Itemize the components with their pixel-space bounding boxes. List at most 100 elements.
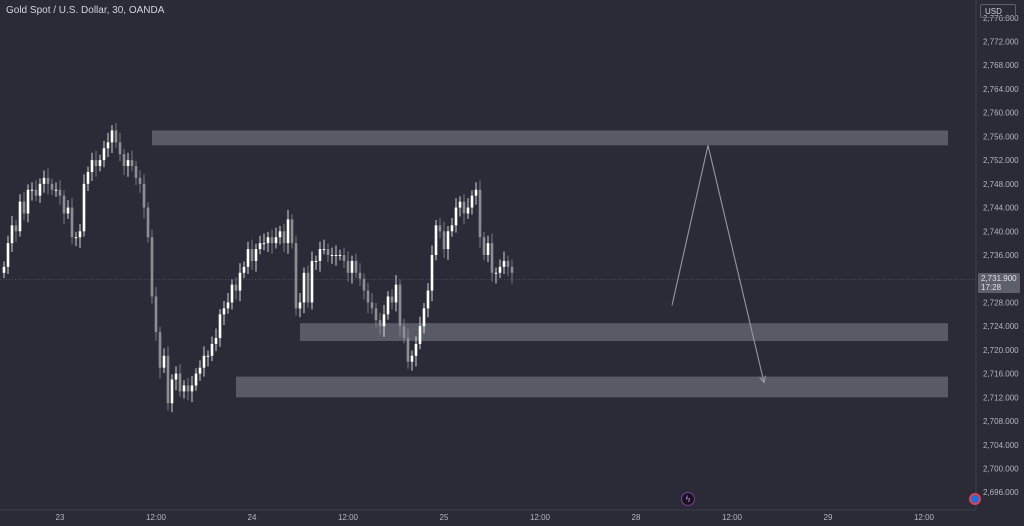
price-tick-label: 2,744.000 bbox=[983, 204, 1019, 213]
price-tick-label: 2,752.000 bbox=[983, 156, 1019, 165]
candle bbox=[322, 249, 326, 251]
candle bbox=[150, 237, 154, 297]
candle bbox=[258, 243, 262, 250]
candle bbox=[74, 237, 78, 239]
currency-button[interactable]: USD bbox=[980, 4, 1016, 18]
candle bbox=[110, 130, 114, 143]
candle bbox=[318, 249, 322, 261]
candle bbox=[302, 272, 306, 303]
candle bbox=[486, 243, 490, 255]
price-tick-label: 2,712.000 bbox=[983, 393, 1019, 402]
time-tick-label: 12:00 bbox=[914, 513, 935, 522]
candle bbox=[394, 284, 398, 303]
price-tick-label: 2,736.000 bbox=[983, 251, 1019, 260]
candle bbox=[222, 308, 226, 315]
candle bbox=[18, 201, 22, 232]
price-axis[interactable]: 2,776.000 2,772.000 2,768.000 2,764.000 2,76… bbox=[983, 14, 1019, 497]
candle bbox=[214, 338, 218, 344]
candle bbox=[506, 260, 510, 267]
candle bbox=[354, 260, 358, 273]
candle bbox=[158, 332, 162, 368]
tradingview-logo-icon[interactable] bbox=[969, 493, 981, 505]
candle bbox=[250, 249, 254, 261]
candle bbox=[438, 225, 442, 232]
candle bbox=[2, 266, 6, 273]
price-tick-label: 2,708.000 bbox=[983, 417, 1019, 426]
zone-1[interactable] bbox=[152, 130, 948, 146]
candle bbox=[494, 272, 498, 274]
candle bbox=[182, 385, 186, 392]
candle bbox=[474, 189, 478, 196]
candle bbox=[38, 183, 42, 196]
zone-3[interactable] bbox=[236, 376, 948, 398]
candle bbox=[154, 296, 158, 333]
candle bbox=[378, 320, 382, 327]
candle bbox=[402, 326, 406, 339]
zone-2[interactable] bbox=[300, 323, 948, 341]
time-tick-label: 12:00 bbox=[146, 513, 167, 522]
candle bbox=[426, 290, 430, 309]
current-price-value: 2,731.900 bbox=[981, 274, 1017, 283]
candle bbox=[286, 219, 290, 244]
time-tick-label: 12:00 bbox=[722, 513, 743, 522]
candle bbox=[34, 189, 38, 196]
candle bbox=[274, 237, 278, 244]
candle bbox=[418, 326, 422, 344]
candle bbox=[334, 255, 338, 256]
time-tick-label: 28 bbox=[632, 513, 641, 522]
symbol-title[interactable]: Gold Spot / U.S. Dollar, 30, OANDA bbox=[6, 5, 165, 16]
candle bbox=[462, 201, 466, 214]
candle bbox=[346, 260, 350, 273]
candle bbox=[194, 373, 198, 386]
candle bbox=[218, 314, 222, 339]
candle bbox=[174, 373, 178, 380]
candle bbox=[290, 219, 294, 244]
candle bbox=[442, 231, 446, 250]
projection-arrowhead bbox=[759, 375, 767, 384]
candle bbox=[58, 189, 62, 196]
price-tick-label: 2,768.000 bbox=[983, 61, 1019, 70]
candle bbox=[338, 255, 342, 256]
candle bbox=[282, 231, 286, 244]
candle bbox=[206, 355, 210, 357]
candle bbox=[406, 338, 410, 362]
candle bbox=[106, 142, 110, 149]
candle bbox=[62, 195, 66, 214]
lightning-icon[interactable]: ϟ bbox=[681, 492, 695, 506]
bar-countdown: 17:28 bbox=[981, 283, 1002, 292]
candle bbox=[454, 207, 458, 226]
candle bbox=[414, 343, 418, 356]
candle bbox=[202, 355, 206, 368]
candle bbox=[314, 260, 318, 262]
candle bbox=[170, 379, 174, 404]
candle bbox=[294, 243, 298, 309]
candle bbox=[30, 189, 34, 191]
candle bbox=[54, 189, 58, 191]
candle bbox=[306, 272, 310, 303]
candle bbox=[78, 231, 82, 238]
candle bbox=[230, 284, 234, 303]
candle bbox=[26, 189, 30, 214]
candle bbox=[278, 231, 282, 238]
candle bbox=[386, 296, 390, 315]
candle bbox=[226, 302, 230, 309]
candle bbox=[50, 183, 54, 190]
candle bbox=[342, 255, 346, 261]
time-axis[interactable]: 23 12:00 24 12:00 25 12:00 28 12:00 29 12:00 bbox=[56, 513, 935, 522]
time-tick-label: 25 bbox=[440, 513, 449, 522]
time-tick-label: 23 bbox=[56, 513, 65, 522]
candle bbox=[14, 225, 18, 232]
candle bbox=[374, 308, 378, 321]
price-tick-label: 2,772.000 bbox=[983, 38, 1019, 47]
price-tick-label: 2,704.000 bbox=[983, 441, 1019, 450]
projection-path[interactable] bbox=[671, 145, 765, 383]
candle bbox=[86, 171, 90, 184]
price-tick-label: 2,724.000 bbox=[983, 322, 1019, 331]
candle bbox=[478, 189, 482, 238]
candles-layer bbox=[2, 123, 514, 413]
candle bbox=[246, 249, 250, 267]
candle bbox=[458, 201, 462, 208]
projection-layer bbox=[671, 145, 767, 384]
